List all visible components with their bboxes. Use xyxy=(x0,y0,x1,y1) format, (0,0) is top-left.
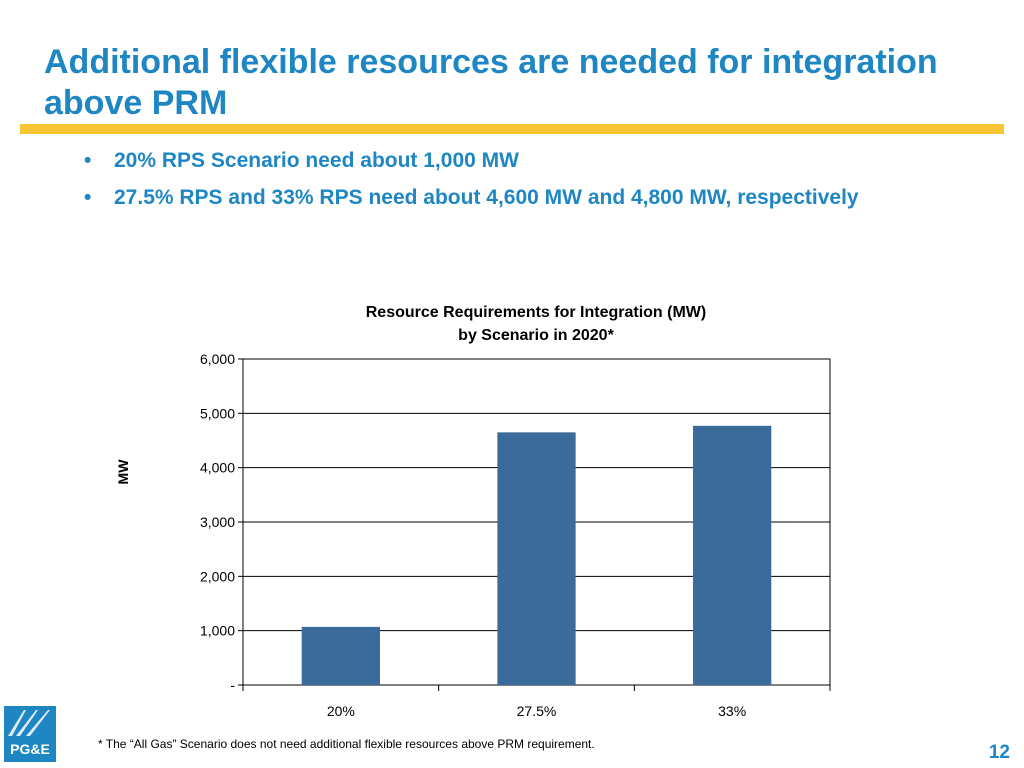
bullet-dot: • xyxy=(84,186,92,209)
logo-text: PG&E xyxy=(10,741,50,757)
pge-logo: PG&E xyxy=(4,706,56,762)
page-number: 12 xyxy=(988,742,1010,763)
bar xyxy=(301,626,380,685)
chart-title-line: by Scenario in 2020* xyxy=(458,327,614,344)
bullet-item: • 27.5% RPS and 33% RPS need about 4,600… xyxy=(84,185,964,211)
x-tick-label: 33% xyxy=(718,703,746,719)
y-tick-label: 3,000 xyxy=(200,514,235,530)
x-tick-label: 20% xyxy=(327,703,355,719)
title-underline xyxy=(20,124,1004,134)
bar xyxy=(693,425,772,685)
bullet-text: 20% RPS Scenario need about 1,000 MW xyxy=(114,149,519,172)
x-tick-label: 27.5% xyxy=(517,703,557,719)
bullet-text: 27.5% RPS and 33% RPS need about 4,600 M… xyxy=(114,186,859,209)
footnote: * The “All Gas” Scenario does not need a… xyxy=(98,737,595,751)
y-tick-label: 6,000 xyxy=(200,351,235,367)
chart-title-line: Resource Requirements for Integration (M… xyxy=(366,304,706,321)
y-tick-label: - xyxy=(230,677,235,693)
y-tick-label: 5,000 xyxy=(200,405,235,421)
bullet-item: • 20% RPS Scenario need about 1,000 MW xyxy=(84,148,964,174)
slide-title: Additional flexible resources are needed… xyxy=(44,43,938,122)
bar xyxy=(497,432,576,685)
bullet-dot: • xyxy=(84,149,92,172)
y-tick-label: 4,000 xyxy=(200,460,235,476)
y-tick-label: 2,000 xyxy=(200,568,235,584)
bullet-list: • 20% RPS Scenario need about 1,000 MW •… xyxy=(84,148,964,222)
y-tick-label: 1,000 xyxy=(200,623,235,639)
y-axis-label: MW xyxy=(115,459,131,485)
